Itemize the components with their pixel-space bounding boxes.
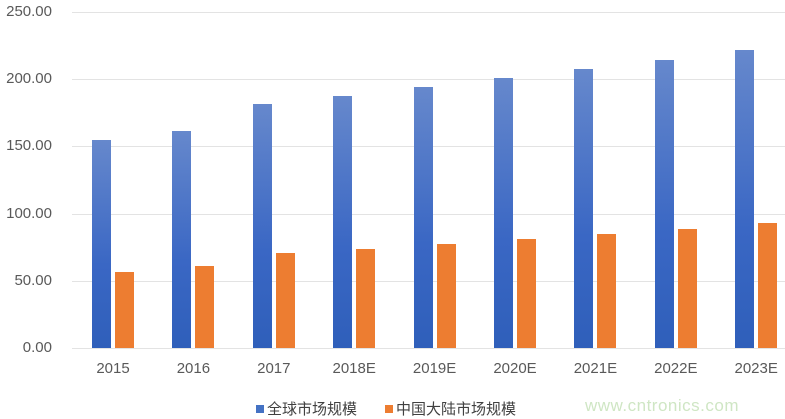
bar-global-2023E [735,50,755,348]
x-tick-label: 2019E [412,360,457,377]
legend-swatch-global [256,404,264,413]
watermark: www.cntronics.com [585,396,739,415]
legend-label-global: 全球市场规模 [267,401,358,418]
y-tick-label: 200.00 [6,70,52,88]
x-tick-label: 2023E [734,360,778,377]
y-tick-label: 150.00 [6,137,52,155]
bar-global-2019E [413,86,433,348]
bar-china-2017 [275,252,295,348]
y-tick-label: 250.00 [6,3,52,20]
bar-china-2016 [195,266,215,348]
bar-global-2018E [333,96,353,348]
legend-item-china: 中国大陆市场规模 [385,398,516,419]
bar-china-2022E [677,229,697,348]
y-tick-label: 50.00 [14,271,52,289]
x-tick-label: 2018E [332,360,376,377]
x-tick-label: 2022E [654,360,698,377]
bar-china-2021E [597,234,617,348]
bar-china-2023E [758,223,778,348]
bar-global-2016 [172,130,192,348]
bar-global-2020E [494,77,513,348]
y-tick-label: 0.00 [22,339,52,356]
bar-china-2019E [436,243,456,348]
gridline [72,348,785,349]
bar-china-2015 [115,272,134,348]
y-tick-label: 100.00 [6,204,52,222]
legend-item-global: 全球市场规模 [256,398,357,419]
x-tick-label: 2021E [573,360,618,377]
bar-global-2017 [252,104,272,348]
legend-label-china: 中国大陆市场规模 [396,401,517,418]
legend-swatch-china [385,404,394,413]
gridline [72,79,785,81]
gridline [72,12,785,13]
bar-china-2018E [356,248,376,348]
x-tick-label: 2015 [96,360,130,377]
bar-china-2020E [517,239,536,348]
bar-global-2015 [92,139,111,348]
bar-global-2022E [654,59,674,348]
bar-global-2021E [574,68,594,348]
x-tick-label: 2020E [493,360,537,377]
x-tick-label: 2016 [176,360,211,377]
legend: 全球市场规模 中国大陆市场规模 [256,398,544,419]
x-tick-label: 2017 [257,360,291,377]
